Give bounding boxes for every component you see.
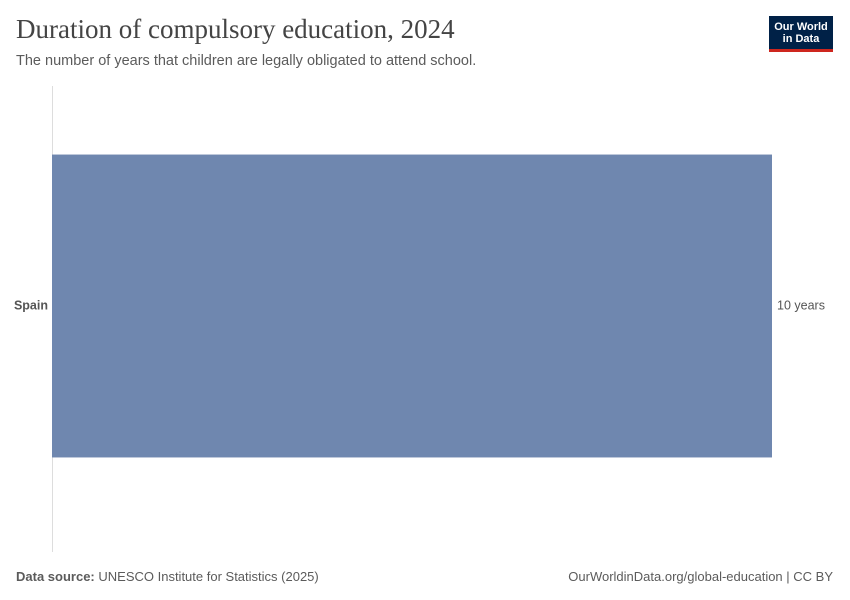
- source-text: UNESCO Institute for Statistics (2025): [98, 569, 319, 584]
- source-label: Data source:: [16, 569, 95, 584]
- category-label: Spain: [14, 298, 48, 312]
- value-label: 10 years: [777, 298, 825, 312]
- chart-subtitle: The number of years that children are le…: [16, 53, 477, 69]
- logo[interactable]: Our World in Data: [769, 16, 833, 52]
- bar: [52, 154, 772, 458]
- logo-text: Our World: [774, 21, 828, 33]
- chart-title: Duration of compulsory education, 2024: [16, 14, 455, 44]
- source: Data source: UNESCO Institute for Statis…: [16, 569, 319, 584]
- credit[interactable]: OurWorldinData.org/global-education | CC…: [568, 569, 833, 584]
- logo-text: in Data: [782, 33, 820, 45]
